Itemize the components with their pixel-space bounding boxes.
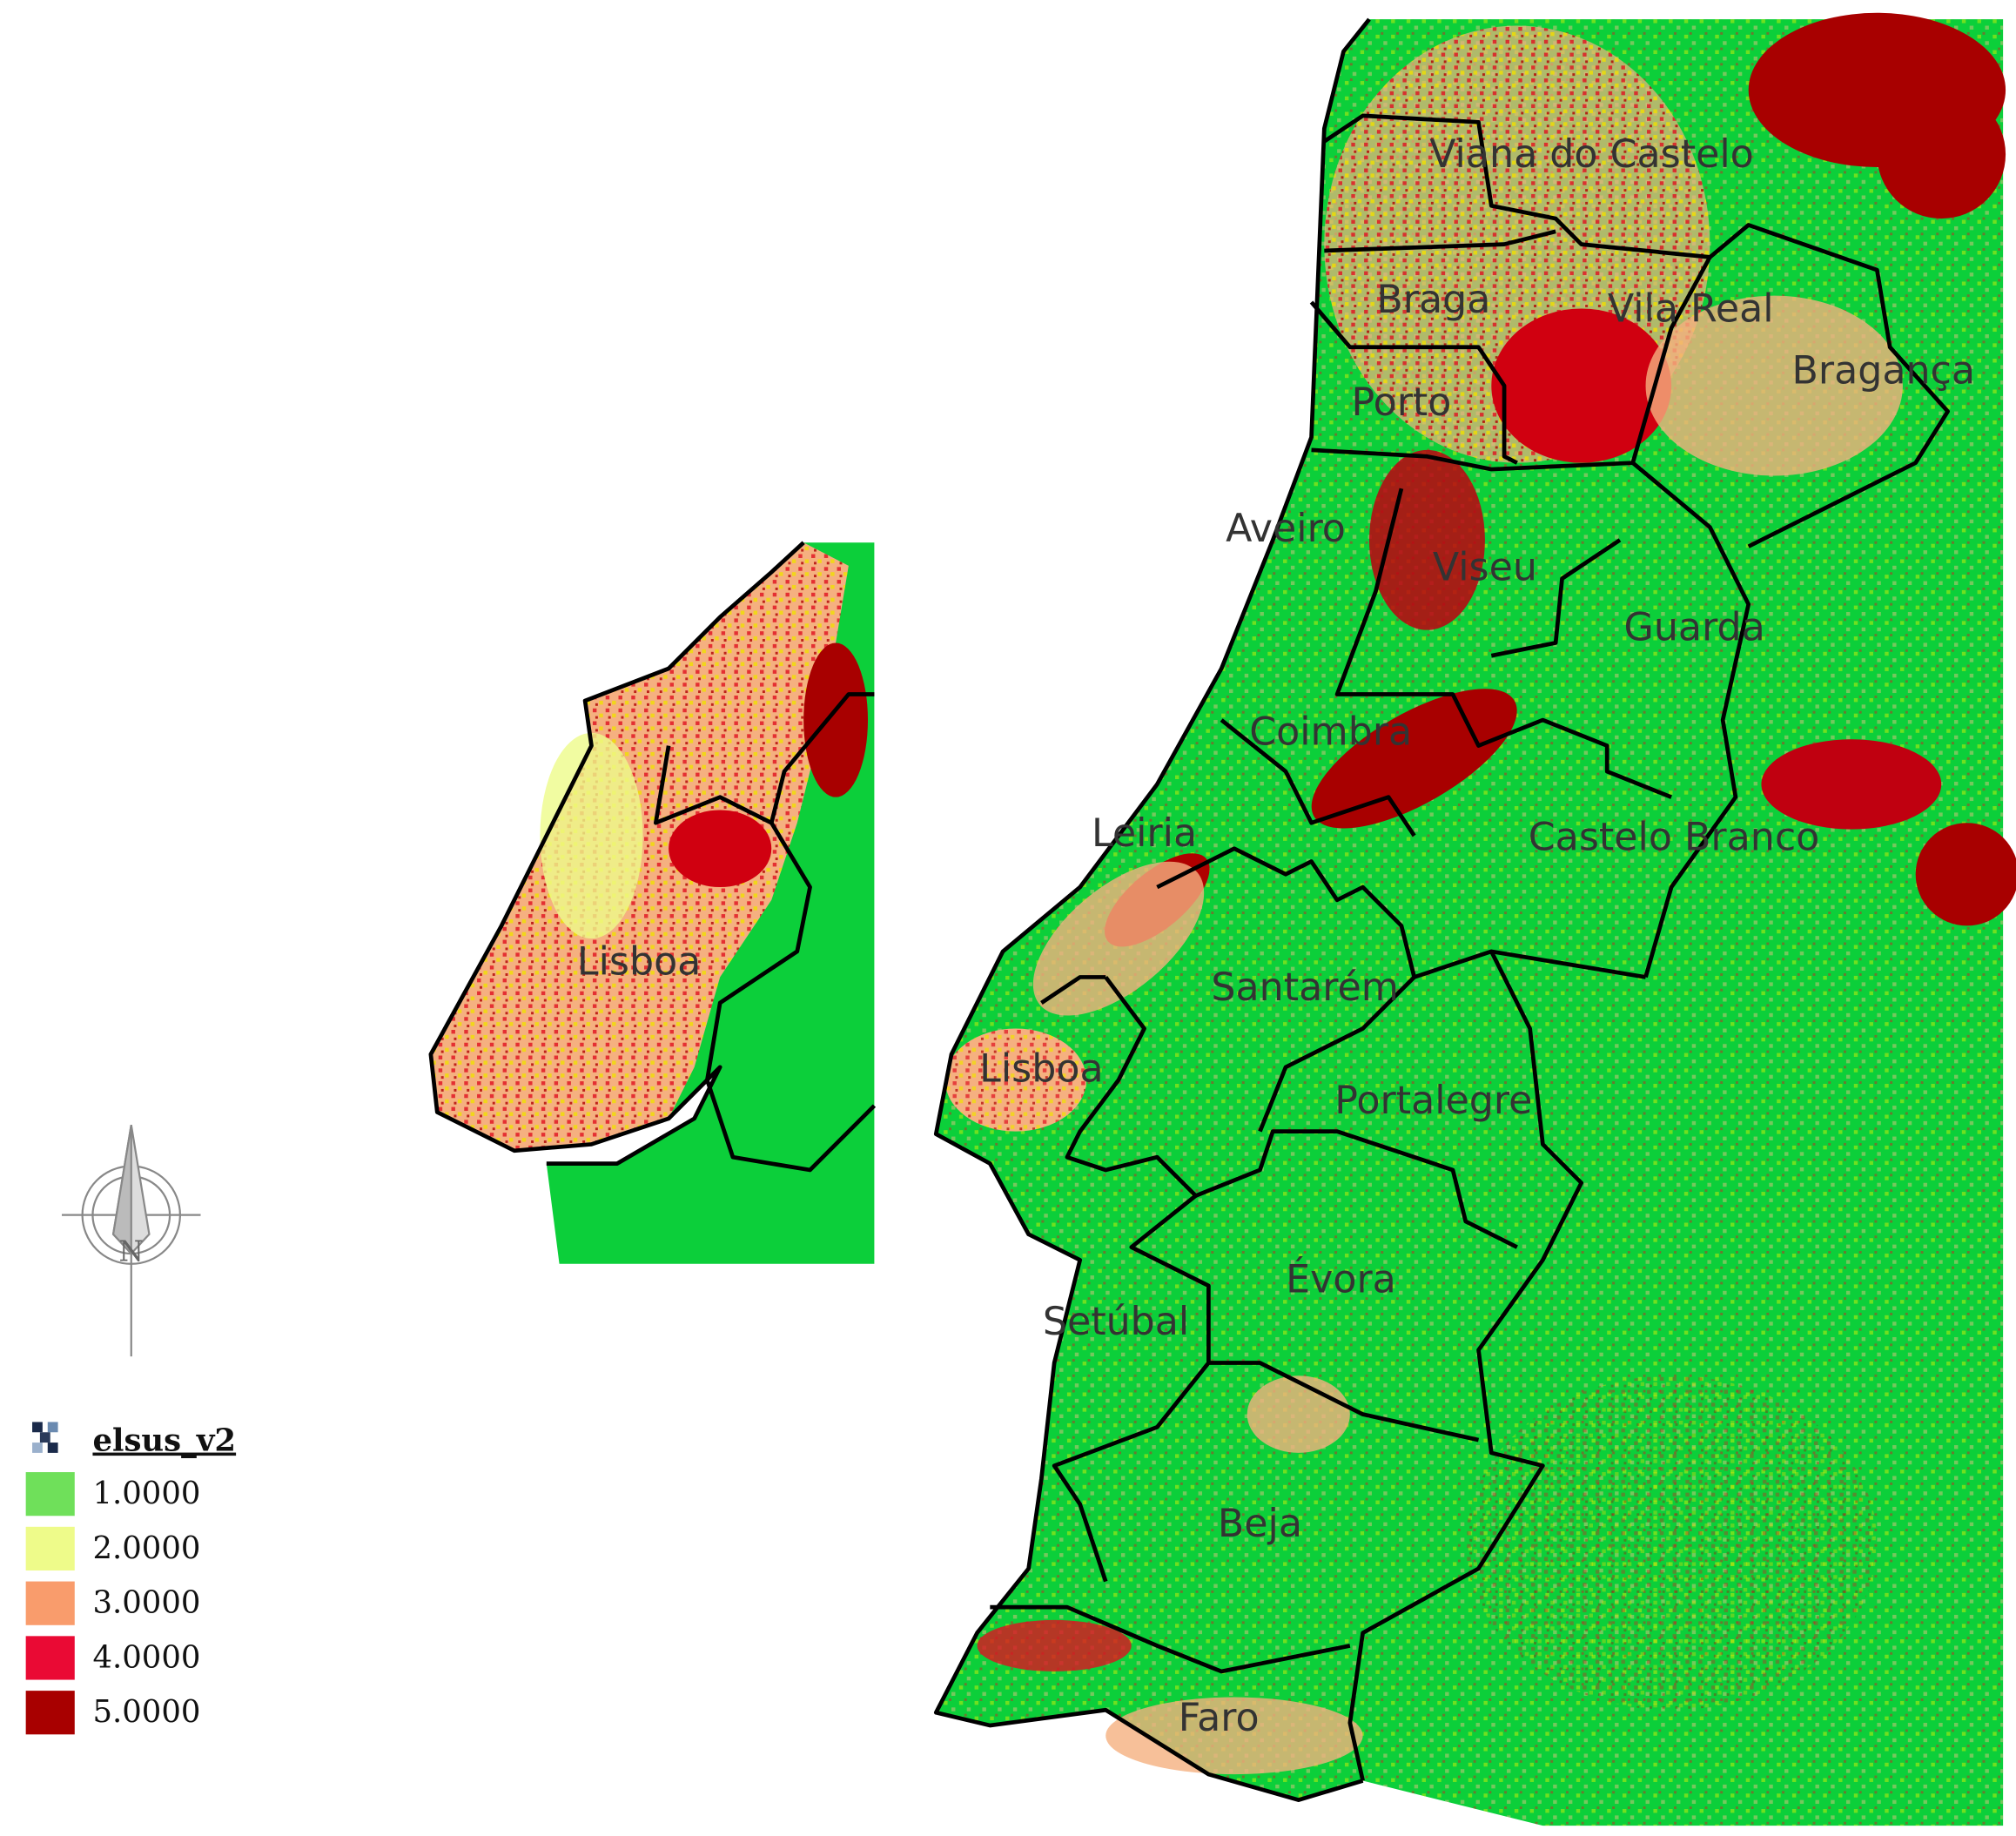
district-label: Faro	[1179, 1696, 1260, 1740]
north-arrow: N	[62, 1125, 201, 1357]
district-label: Santarém	[1211, 965, 1399, 1010]
district-label: Aveiro	[1226, 507, 1346, 551]
district-borders	[933, 17, 1950, 1803]
legend-label: 2.0000	[92, 1530, 200, 1566]
district-label: Porto	[1351, 380, 1451, 425]
district-label: Castelo Branco	[1529, 815, 1820, 859]
district-label: Viseu	[1433, 545, 1537, 589]
district-label: Évora	[1286, 1255, 1396, 1301]
legend: elsus_v2 1.0000 2.0000 3.0000 4.0000 5.0000	[25, 1422, 236, 1735]
district-label: Lisboa	[979, 1046, 1103, 1091]
legend-swatch	[25, 1472, 75, 1517]
district-label: Portalegre	[1334, 1079, 1532, 1123]
district-label: Viana do Castelo	[1429, 132, 1754, 177]
legend-icon	[32, 1422, 58, 1453]
district-label: Vila Real	[1608, 286, 1774, 331]
legend-label: 3.0000	[92, 1585, 200, 1621]
district-label: Beja	[1218, 1502, 1302, 1546]
legend-swatch	[25, 1581, 75, 1625]
district-label: Guarda	[1624, 606, 1765, 650]
district-label: Braga	[1376, 278, 1490, 322]
legend-label: 5.0000	[92, 1694, 200, 1730]
inset-label: Lisboa	[577, 940, 701, 985]
district-label: Leiria	[1092, 811, 1197, 856]
district-labels: Lisboa Viana do Castelo Braga Vila Real Bra…	[577, 132, 1975, 1740]
legend-label: 4.0000	[92, 1639, 200, 1675]
district-label: Bragança	[1791, 348, 1975, 393]
district-label: Coimbra	[1249, 710, 1412, 754]
legend-swatch	[25, 1636, 75, 1680]
raster-main	[936, 12, 2016, 1826]
legend-label: 1.0000	[92, 1476, 200, 1511]
legend-swatch	[25, 1691, 75, 1735]
raster-inset	[428, 541, 877, 1264]
north-label: N	[119, 1234, 144, 1268]
legend-title: elsus_v2	[92, 1423, 236, 1459]
district-label: Setúbal	[1043, 1300, 1189, 1344]
legend-swatch	[25, 1526, 75, 1571]
